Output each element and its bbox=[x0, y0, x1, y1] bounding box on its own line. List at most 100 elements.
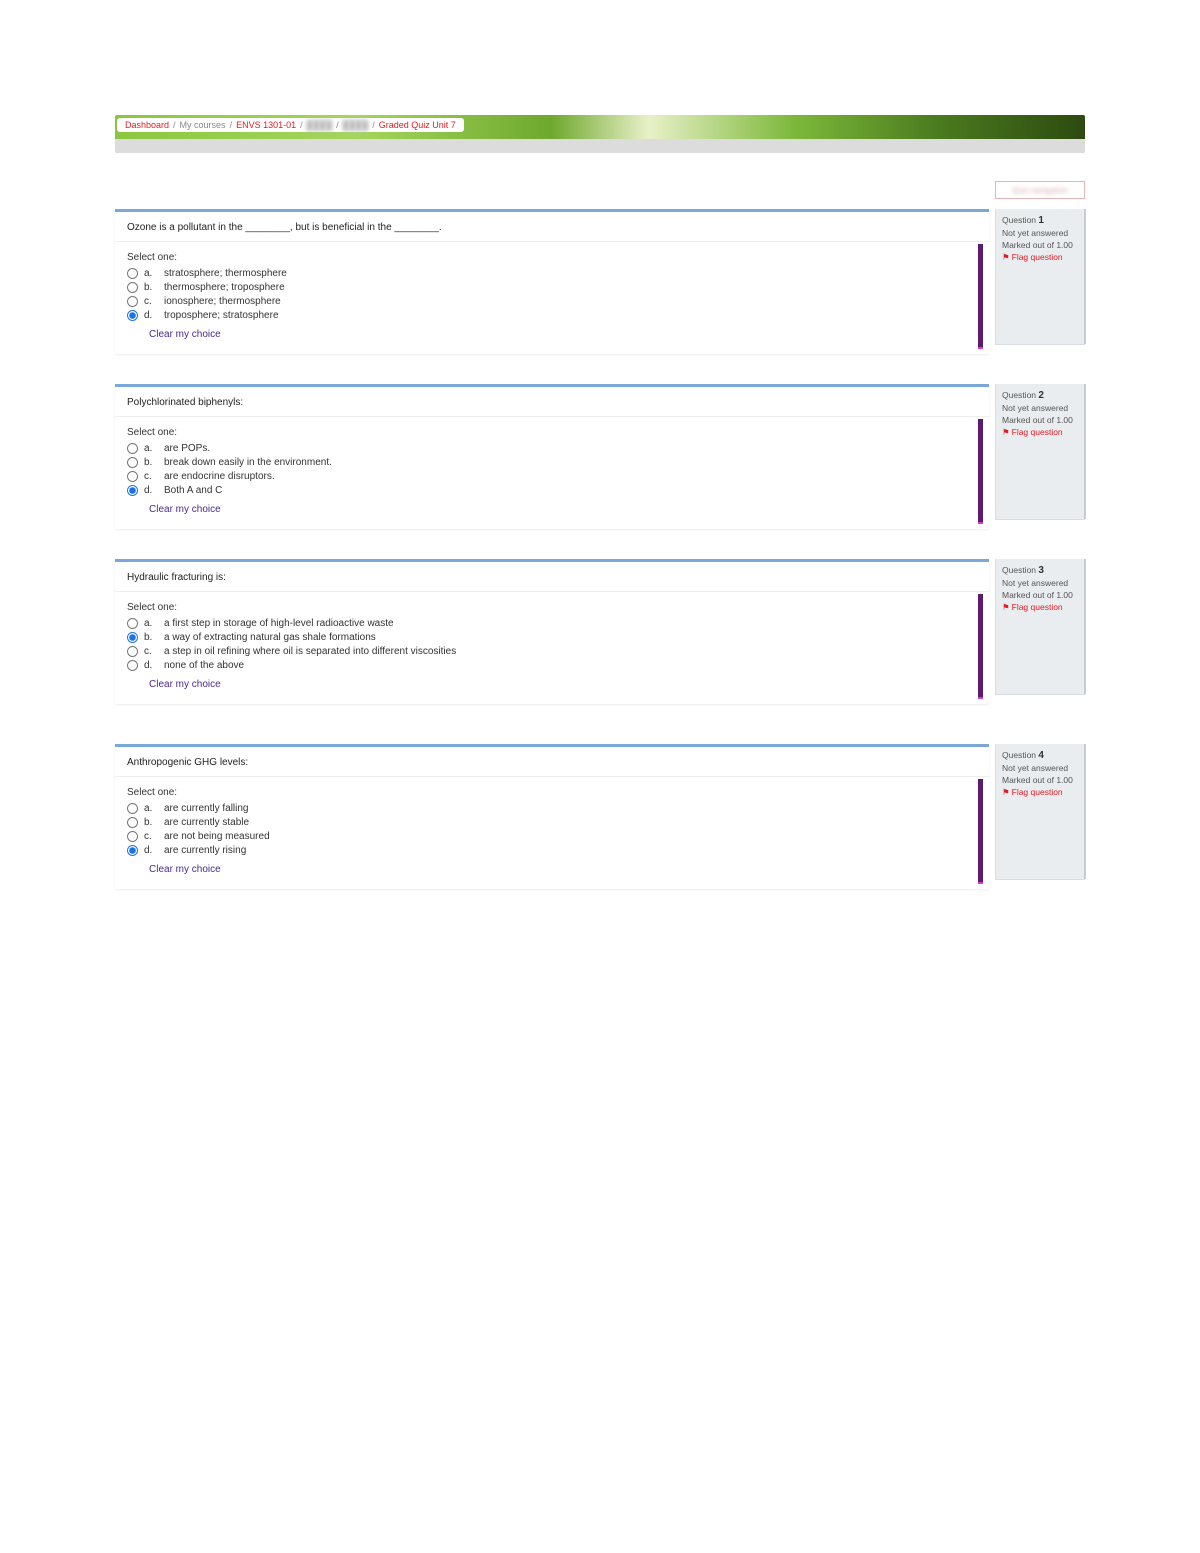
marked-out-of: Marked out of 1.00 bbox=[1002, 775, 1078, 785]
question-number: Question 1 bbox=[1002, 215, 1078, 226]
answer-option[interactable]: c.ionosphere; thermosphere bbox=[127, 295, 977, 309]
page-root: Dashboard/My courses/ENVS 1301-01/████/█… bbox=[0, 115, 1200, 889]
clear-choice-link[interactable]: Clear my choice bbox=[149, 679, 221, 690]
answer-letter: b. bbox=[144, 281, 158, 295]
answer-option[interactable]: d.Both A and C bbox=[127, 484, 977, 498]
question-text: Hydraulic fracturing is: bbox=[115, 562, 989, 592]
question-body: Select one:a.are currently fallingb.are … bbox=[115, 777, 989, 889]
breadcrumb-link[interactable]: ENVS 1301-01 bbox=[236, 120, 296, 130]
question-info-panel: Question 4 Not yet answered Marked out of … bbox=[995, 744, 1085, 880]
question-text: Anthropogenic GHG levels: bbox=[115, 747, 989, 777]
flag-question-link[interactable]: ⚑Flag question bbox=[1002, 602, 1078, 613]
quiz-nav-box[interactable]: Quiz navigation bbox=[995, 181, 1085, 199]
answer-option[interactable]: b.a way of extracting natural gas shale … bbox=[127, 631, 977, 645]
answer-radio[interactable] bbox=[127, 310, 138, 321]
clear-choice-link[interactable]: Clear my choice bbox=[149, 864, 221, 875]
answer-option[interactable]: d.none of the above bbox=[127, 659, 977, 673]
answer-radio[interactable] bbox=[127, 845, 138, 856]
answer-text: are not being measured bbox=[164, 830, 270, 844]
answer-option[interactable]: c.are endocrine disruptors. bbox=[127, 470, 977, 484]
question-number: Question 2 bbox=[1002, 390, 1078, 401]
clear-choice: Clear my choice bbox=[149, 504, 977, 515]
marked-out-of: Marked out of 1.00 bbox=[1002, 415, 1078, 425]
answer-radio[interactable] bbox=[127, 660, 138, 671]
answer-radio[interactable] bbox=[127, 443, 138, 454]
clear-choice-link[interactable]: Clear my choice bbox=[149, 504, 221, 515]
answer-letter: b. bbox=[144, 456, 158, 470]
answer-option[interactable]: a.stratosphere; thermosphere bbox=[127, 267, 977, 281]
answer-option[interactable]: c. are not being measured bbox=[127, 830, 977, 844]
status-not-answered: Not yet answered bbox=[1002, 403, 1078, 413]
answer-radio[interactable] bbox=[127, 471, 138, 482]
answer-option[interactable]: d. troposphere; stratosphere bbox=[127, 309, 977, 323]
breadcrumb-item-blurred: ████ bbox=[307, 120, 333, 130]
flag-question-link[interactable]: ⚑Flag question bbox=[1002, 252, 1078, 263]
question-row: Polychlorinated biphenyls:Select one:a.a… bbox=[115, 384, 1085, 529]
question-text: Polychlorinated biphenyls: bbox=[115, 387, 989, 417]
breadcrumb-link[interactable]: Dashboard bbox=[125, 120, 169, 130]
answer-option[interactable]: a.are POPs. bbox=[127, 442, 977, 456]
side-stripe bbox=[978, 594, 983, 698]
answer-text: a step in oil refining where oil is sepa… bbox=[164, 645, 456, 659]
answer-radio[interactable] bbox=[127, 618, 138, 629]
flag-icon: ⚑ bbox=[1002, 602, 1010, 612]
question-body: Select one:a.are POPs.b.break down easil… bbox=[115, 417, 989, 529]
answer-option[interactable]: b.break down easily in the environment. bbox=[127, 456, 977, 470]
answer-letter: d. bbox=[144, 309, 158, 323]
question-row: Ozone is a pollutant in the ________, bu… bbox=[115, 209, 1085, 354]
answer-option[interactable]: b.thermosphere; troposphere bbox=[127, 281, 977, 295]
answer-letter: c. bbox=[144, 645, 158, 659]
status-not-answered: Not yet answered bbox=[1002, 763, 1078, 773]
answer-letter: a. bbox=[144, 442, 158, 456]
answer-radio[interactable] bbox=[127, 268, 138, 279]
answer-radio[interactable] bbox=[127, 803, 138, 814]
breadcrumb-item-blurred: ████ bbox=[343, 120, 369, 130]
answer-radio[interactable] bbox=[127, 485, 138, 496]
clear-choice-link[interactable]: Clear my choice bbox=[149, 329, 221, 340]
answer-text: are currently stable bbox=[164, 816, 249, 830]
question-number: Question 4 bbox=[1002, 750, 1078, 761]
answer-option[interactable]: a.are currently falling bbox=[127, 802, 977, 816]
question-row: Anthropogenic GHG levels:Select one:a.ar… bbox=[115, 744, 1085, 889]
status-not-answered: Not yet answered bbox=[1002, 228, 1078, 238]
question-card: Hydraulic fracturing is:Select one:a.a f… bbox=[115, 559, 989, 704]
answer-text: are currently falling bbox=[164, 802, 248, 816]
flag-question-link[interactable]: ⚑Flag question bbox=[1002, 787, 1078, 798]
answer-radio[interactable] bbox=[127, 457, 138, 468]
answer-option[interactable]: b. are currently stable bbox=[127, 816, 977, 830]
question-card: Ozone is a pollutant in the ________, bu… bbox=[115, 209, 989, 354]
answer-text: are endocrine disruptors. bbox=[164, 470, 275, 484]
answer-text: are currently rising bbox=[164, 844, 246, 858]
breadcrumb-separator: / bbox=[173, 120, 176, 130]
breadcrumb-link[interactable]: Graded Quiz Unit 7 bbox=[379, 120, 456, 130]
answer-radio[interactable] bbox=[127, 632, 138, 643]
question-text: Ozone is a pollutant in the ________, bu… bbox=[115, 212, 989, 242]
flag-icon: ⚑ bbox=[1002, 787, 1010, 797]
answer-option[interactable]: a. a first step in storage of high-level … bbox=[127, 617, 977, 631]
answer-radio[interactable] bbox=[127, 282, 138, 293]
question-info-panel: Question 1Not yet answeredMarked out of … bbox=[995, 209, 1085, 345]
answer-option[interactable]: c. a step in oil refining where oil is se… bbox=[127, 645, 977, 659]
answer-radio[interactable] bbox=[127, 817, 138, 828]
flag-question-text: Flag question bbox=[1012, 427, 1063, 437]
breadcrumb-separator: / bbox=[372, 120, 375, 130]
breadcrumb-item: My courses bbox=[180, 120, 226, 130]
course-header-banner: Dashboard/My courses/ENVS 1301-01/████/█… bbox=[115, 115, 1085, 139]
clear-choice: Clear my choice bbox=[149, 679, 977, 690]
answer-letter: d. bbox=[144, 844, 158, 858]
question-body: Select one:a.a first step in storage of … bbox=[115, 592, 989, 704]
question-card: Anthropogenic GHG levels:Select one:a.ar… bbox=[115, 744, 989, 889]
answer-radio[interactable] bbox=[127, 831, 138, 842]
answer-option[interactable]: d. are currently rising bbox=[127, 844, 977, 858]
flag-question-link[interactable]: ⚑Flag question bbox=[1002, 427, 1078, 438]
answer-text: a first step in storage of high-level ra… bbox=[164, 617, 394, 631]
answer-text: troposphere; stratosphere bbox=[164, 309, 279, 323]
answer-letter: b. bbox=[144, 816, 158, 830]
answer-letter: c. bbox=[144, 830, 158, 844]
answer-radio[interactable] bbox=[127, 296, 138, 307]
answer-radio[interactable] bbox=[127, 646, 138, 657]
breadcrumb-separator: / bbox=[300, 120, 303, 130]
answer-text: Both A and C bbox=[164, 484, 222, 498]
question-body: Select one:a.stratosphere; thermosphereb… bbox=[115, 242, 989, 354]
answer-letter: a. bbox=[144, 617, 158, 631]
